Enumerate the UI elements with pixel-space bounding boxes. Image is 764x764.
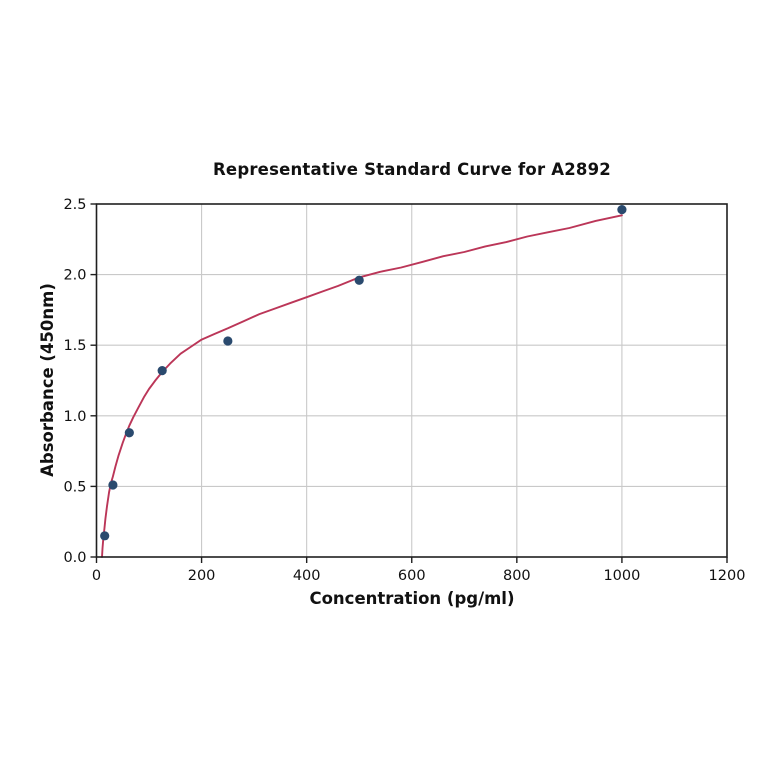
data-point — [617, 205, 627, 215]
data-point — [223, 336, 233, 346]
x-tick-label: 1000 — [603, 568, 640, 584]
x-tick-label: 0 — [92, 568, 101, 584]
data-point — [108, 480, 118, 490]
data-point — [354, 275, 364, 285]
y-tick-label: 2.0 — [63, 268, 86, 284]
x-tick-label: 800 — [503, 568, 531, 584]
x-tick-label: 200 — [188, 568, 216, 584]
chart-title: Representative Standard Curve for A2892 — [213, 160, 611, 179]
fit-curve — [101, 214, 623, 558]
x-tick-label: 600 — [398, 568, 426, 584]
data-point — [100, 531, 110, 541]
y-tick-label: 0.0 — [63, 550, 86, 566]
x-axis-label: Concentration (pg/ml) — [309, 589, 515, 608]
y-tick-label: 1.5 — [63, 338, 86, 354]
x-tick-label: 1200 — [709, 568, 746, 584]
y-tick-label: 1.0 — [63, 409, 86, 425]
x-tick-label: 400 — [293, 568, 321, 584]
data-point — [157, 366, 167, 376]
data-point — [124, 428, 134, 438]
y-tick-label: 0.5 — [63, 479, 86, 495]
y-tick-label: 2.5 — [63, 197, 86, 213]
